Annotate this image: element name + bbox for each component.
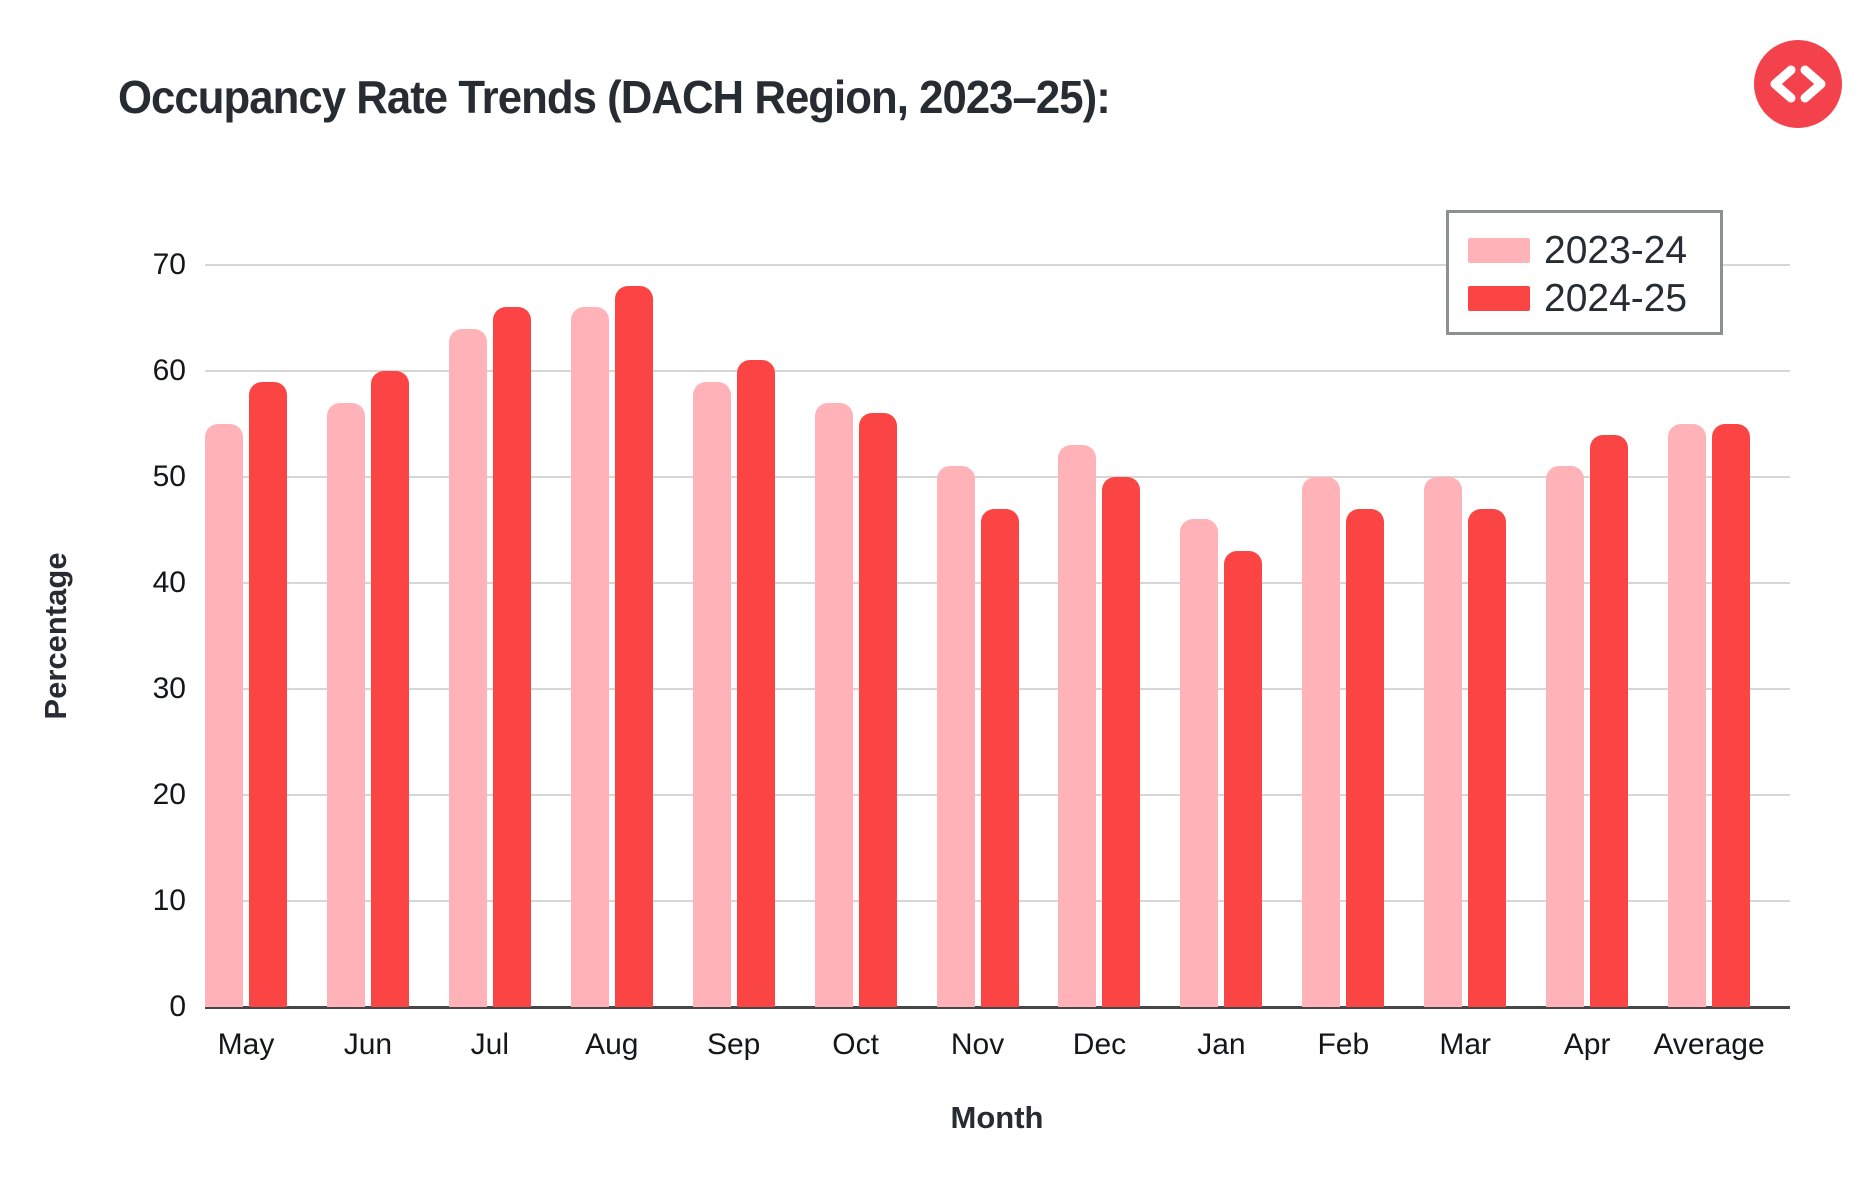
bar-2023-24 <box>814 402 853 1007</box>
x-axis-title: Month <box>950 1100 1044 1135</box>
bar-group <box>205 265 287 1007</box>
legend-swatch <box>1468 286 1530 311</box>
bar-group <box>936 265 1019 1007</box>
bar-2024-25 <box>980 508 1019 1007</box>
bar-2024-25 <box>1102 477 1141 1007</box>
x-tick-label: Apr <box>1563 1028 1611 1061</box>
x-tick-label: Feb <box>1317 1028 1370 1061</box>
bar-2023-24 <box>1546 466 1585 1007</box>
x-axis-line <box>205 1006 1790 1009</box>
bar-2023-24 <box>1668 424 1707 1007</box>
x-tick-label: Nov <box>950 1028 1005 1061</box>
bar-group <box>1546 265 1629 1007</box>
bar-group <box>814 265 897 1007</box>
bar-2024-25 <box>1346 508 1385 1007</box>
bar-2024-25 <box>249 381 287 1007</box>
bar-group <box>1058 265 1141 1007</box>
legend-label: 2023-24 <box>1544 229 1688 272</box>
brand-logo <box>1754 40 1842 128</box>
x-tick-label: Sep <box>706 1028 761 1061</box>
x-tick-label: Average <box>1653 1028 1765 1061</box>
bar-group <box>570 265 653 1007</box>
bar-2023-24 <box>1058 445 1097 1007</box>
bar-2024-25 <box>492 307 531 1007</box>
legend-swatch <box>1468 238 1530 263</box>
code-brackets-icon <box>1754 40 1842 128</box>
y-tick-label: 0 <box>169 990 186 1023</box>
bar-2023-24 <box>1424 477 1463 1007</box>
bar-2024-25 <box>736 360 775 1007</box>
bar-2023-24 <box>448 328 487 1007</box>
bar-2024-25 <box>370 371 409 1007</box>
bar-2023-24 <box>205 424 243 1007</box>
x-tick-label: Aug <box>585 1028 639 1061</box>
bar-2024-25 <box>1590 434 1629 1007</box>
x-tick-label: May <box>217 1028 275 1061</box>
chart-title: Occupancy Rate Trends (DACH Region, 2023… <box>118 71 1111 123</box>
gridline <box>205 370 1790 372</box>
bar-group <box>1302 265 1385 1007</box>
x-tick-label: Jun <box>343 1028 393 1061</box>
bar-group <box>326 265 409 1007</box>
bar-2024-25 <box>1224 551 1263 1007</box>
y-tick-label: 20 <box>152 778 186 811</box>
bar-2023-24 <box>1302 477 1341 1007</box>
bar-2023-24 <box>692 381 731 1007</box>
x-tick-label: Dec <box>1072 1028 1127 1061</box>
legend-label: 2024-25 <box>1544 277 1688 320</box>
y-tick-label: 10 <box>152 884 186 917</box>
y-tick-label: 50 <box>152 460 186 493</box>
x-tick-label: Mar <box>1439 1028 1492 1061</box>
y-tick-label: 60 <box>152 354 186 387</box>
bar-group <box>1668 265 1751 1007</box>
gridline <box>205 264 1790 266</box>
y-tick-label: 70 <box>152 248 186 281</box>
plot-area <box>205 264 1790 1009</box>
y-tick-label: 40 <box>152 566 186 599</box>
bar-2024-25 <box>1468 508 1507 1007</box>
bar-group <box>448 265 531 1007</box>
bar-2023-24 <box>326 402 365 1007</box>
bar-group <box>1180 265 1263 1007</box>
y-tick-label: 30 <box>152 672 186 705</box>
bar-2023-24 <box>936 466 975 1007</box>
bar-2024-25 <box>614 286 653 1007</box>
legend-item: 2024-25 <box>1468 279 1720 318</box>
bar-2023-24 <box>1180 519 1219 1007</box>
bar-2024-25 <box>858 413 897 1007</box>
x-tick-label: Jul <box>470 1028 510 1061</box>
x-tick-label: Oct <box>832 1028 879 1061</box>
gridline <box>205 476 1790 478</box>
bar-2024-25 <box>1712 424 1751 1007</box>
x-tick-label: Jan <box>1197 1028 1246 1061</box>
legend-item: 2023-24 <box>1468 231 1720 270</box>
bar-group <box>692 265 775 1007</box>
bar-2023-24 <box>570 307 609 1007</box>
legend: 2023-24 2024-25 <box>1446 210 1723 335</box>
bar-group <box>1424 265 1507 1007</box>
